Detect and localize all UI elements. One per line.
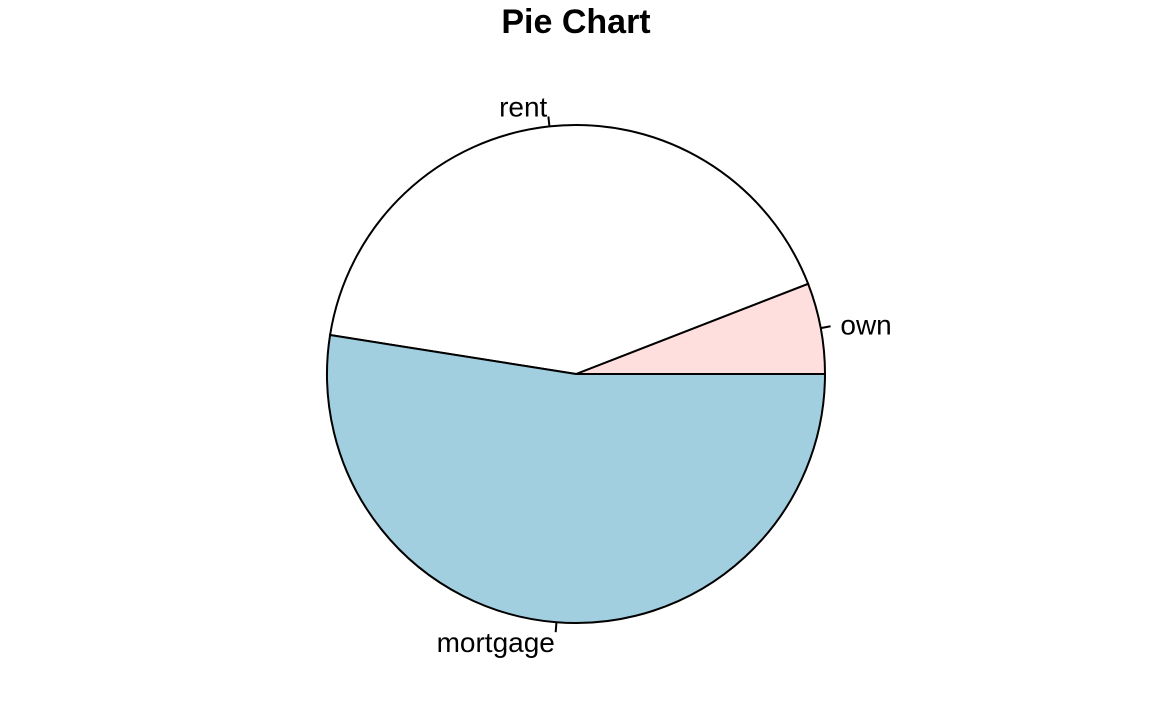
pie-labels: own rent mortgage — [437, 92, 892, 659]
label-tick-rent — [547, 116, 551, 127]
label-tick-mortgage — [554, 622, 558, 633]
slice-label-own: own — [840, 309, 891, 340]
pie-slice-mortgage — [326, 333, 827, 625]
slice-label-rent: rent — [499, 92, 547, 123]
slice-label-mortgage: mortgage — [437, 627, 555, 658]
chart-title: Pie Chart — [501, 3, 650, 41]
label-tick-own — [820, 325, 831, 330]
pie-slices — [326, 123, 827, 625]
